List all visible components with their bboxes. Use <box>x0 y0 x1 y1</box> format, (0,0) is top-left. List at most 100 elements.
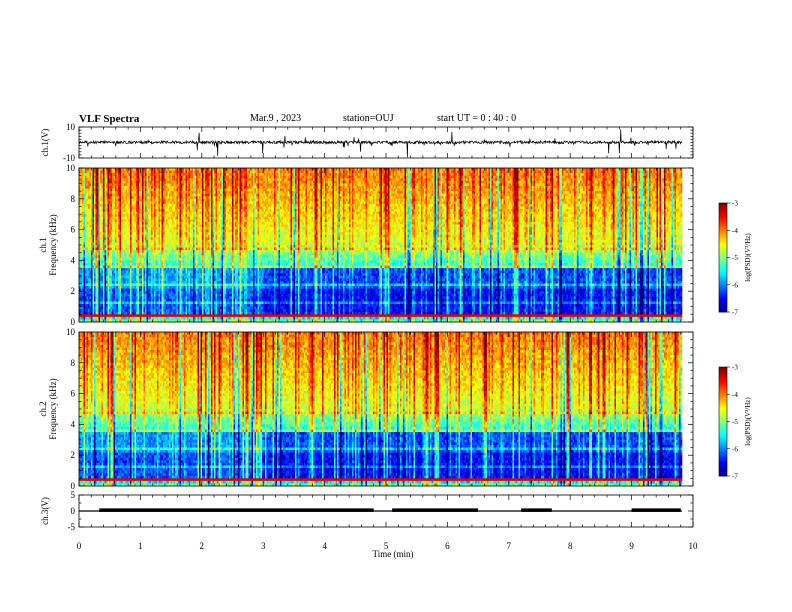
heatmap-cell <box>79 175 81 179</box>
heatmap-cell <box>101 291 104 295</box>
heatmap-cell <box>91 255 93 259</box>
heatmap-cell <box>86 301 89 305</box>
heatmap-cell <box>104 288 107 292</box>
heatmap-cell <box>86 316 89 320</box>
heatmap-cell <box>106 173 108 176</box>
heatmap-cell <box>95 188 98 192</box>
heatmap-cell <box>103 245 105 248</box>
heatmap-cell <box>91 168 93 171</box>
heatmap-cell <box>106 304 108 307</box>
heatmap-cell <box>94 183 96 187</box>
heatmap-cell <box>89 178 92 182</box>
heatmap-cell <box>98 188 101 192</box>
heatmap-cell <box>100 265 102 269</box>
heatmap-cell <box>82 178 84 182</box>
heatmap-cell <box>91 257 93 261</box>
heatmap-cell <box>103 262 105 266</box>
heatmap-cell <box>88 316 90 320</box>
heatmap-cell <box>110 201 113 205</box>
heatmap-cell <box>89 252 92 256</box>
heatmap-cell <box>101 206 104 210</box>
heatmap-cell <box>101 229 104 233</box>
heatmap-cell <box>98 314 101 318</box>
heatmap-cell <box>101 209 104 212</box>
heatmap-cell <box>80 221 83 225</box>
heatmap-cell <box>85 180 87 184</box>
heatmap-cell <box>94 278 96 282</box>
heatmap-cell <box>110 301 113 305</box>
heatmap-cell <box>103 301 105 305</box>
heatmap-cell <box>82 216 84 220</box>
heatmap-cell <box>95 247 98 251</box>
heatmap-cell <box>100 237 102 241</box>
heatmap-cell <box>112 311 114 315</box>
heatmap-cell <box>79 296 81 300</box>
heatmap-cell <box>80 219 83 223</box>
heatmap-cell <box>85 314 87 318</box>
heatmap-cell <box>94 219 96 223</box>
heatmap-cell <box>94 270 96 274</box>
heatmap-cell <box>98 293 101 297</box>
heatmap-cell <box>89 185 92 189</box>
heatmap-cell <box>110 206 113 210</box>
heatmap-cell <box>91 196 93 200</box>
heatmap-cell <box>95 173 98 176</box>
heatmap-cell <box>85 201 87 205</box>
heatmap-cell <box>104 262 107 266</box>
heatmap-cell <box>86 178 89 182</box>
heatmap-cell <box>92 170 95 174</box>
heatmap-cell <box>106 178 108 182</box>
heatmap-cell <box>94 250 96 253</box>
heatmap-cell <box>83 201 86 205</box>
heatmap-cell <box>88 268 90 271</box>
heatmap-cell <box>98 229 101 233</box>
heatmap-cell <box>82 229 84 233</box>
heatmap-cell <box>98 206 101 210</box>
heatmap-cell <box>80 270 83 274</box>
heatmap-cell <box>103 268 105 271</box>
heatmap-cell <box>104 229 107 233</box>
heatmap-cell <box>113 209 116 212</box>
heatmap-cell <box>100 196 102 200</box>
heatmap-cell <box>107 196 110 200</box>
heatmap-cell <box>97 260 99 264</box>
heatmap-cell <box>103 257 105 261</box>
heatmap-cell <box>112 306 114 310</box>
heatmap-cell <box>79 188 81 192</box>
heatmap-cell <box>92 250 95 253</box>
heatmap-cell <box>104 286 107 289</box>
heatmap-cell <box>103 242 105 246</box>
heatmap-cell <box>80 211 83 215</box>
heatmap-cell <box>98 278 101 282</box>
heatmap-cell <box>110 278 113 282</box>
heatmap-cell <box>109 252 111 256</box>
heatmap-cell <box>83 298 86 302</box>
heatmap-cell <box>80 257 83 261</box>
heatmap-cell <box>95 175 98 179</box>
heatmap-cell <box>83 242 86 246</box>
heatmap-cell <box>98 214 101 218</box>
heatmap-cell <box>92 185 95 189</box>
heatmap-cell <box>100 262 102 266</box>
heatmap-cell <box>103 232 105 236</box>
heatmap-cell <box>83 311 86 315</box>
heatmap-cell <box>109 265 111 269</box>
heatmap-cell <box>89 188 92 192</box>
heatmap-cell <box>101 319 104 323</box>
heatmap-cell <box>91 180 93 184</box>
heatmap-cell <box>110 185 113 189</box>
heatmap-cell <box>101 275 104 279</box>
heatmap-cell <box>113 201 116 205</box>
heatmap-cell <box>98 234 101 238</box>
heatmap-cell <box>107 224 110 228</box>
heatmap-cell <box>100 175 102 179</box>
heatmap-cell <box>91 316 93 320</box>
heatmap-cell <box>86 214 89 218</box>
heatmap-cell <box>80 262 83 266</box>
heatmap-cell <box>97 309 99 313</box>
heatmap-cell <box>97 301 99 305</box>
heatmap-cell <box>86 219 89 223</box>
heatmap-cell <box>110 191 113 194</box>
heatmap-cell <box>97 203 99 207</box>
heatmap-cell <box>112 286 114 289</box>
